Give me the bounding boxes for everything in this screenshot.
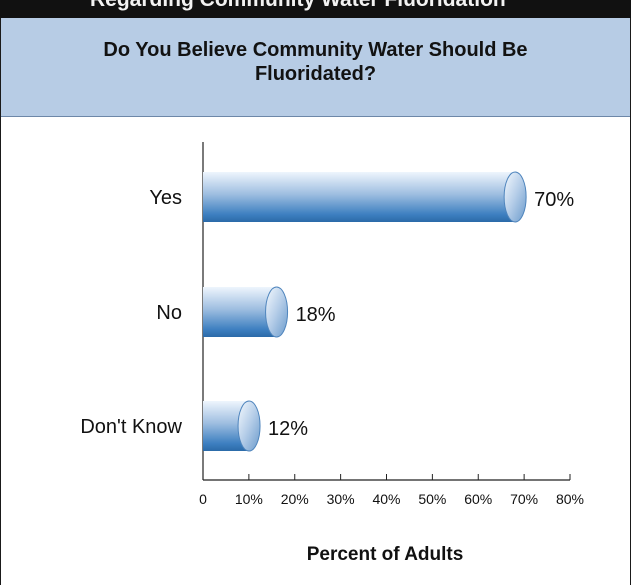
- x-tick-label: 70%: [510, 491, 538, 507]
- title-panel: Do You Believe Community Water Should Be…: [1, 18, 630, 117]
- x-axis-title: Percent of Adults: [307, 544, 464, 565]
- bar-cap: [503, 171, 527, 223]
- bar: [203, 172, 516, 222]
- x-tick-label: 30%: [327, 491, 355, 507]
- bar: [203, 287, 277, 337]
- bar-cap: [265, 286, 289, 338]
- top-banner: Regarding Community Water Fluoridation: [0, 0, 631, 18]
- x-tick-label: 10%: [235, 491, 263, 507]
- x-tick-label: 40%: [372, 491, 400, 507]
- category-label: Don't Know: [80, 416, 182, 438]
- value-label: 12%: [268, 418, 308, 440]
- category-label: No: [156, 302, 182, 324]
- value-label: 18%: [296, 304, 336, 326]
- x-tick-label: 0: [199, 491, 207, 507]
- value-label: 70%: [534, 189, 574, 211]
- x-tick-label: 80%: [556, 491, 584, 507]
- bar-cap: [237, 400, 261, 452]
- category-label: Yes: [149, 187, 182, 209]
- x-tick-label: 20%: [281, 491, 309, 507]
- chart-title: Do You Believe Community Water Should Be…: [103, 39, 528, 85]
- x-tick-label: 50%: [418, 491, 446, 507]
- banner-text: Regarding Community Water Fluoridation: [0, 0, 631, 12]
- x-tick-label: 60%: [464, 491, 492, 507]
